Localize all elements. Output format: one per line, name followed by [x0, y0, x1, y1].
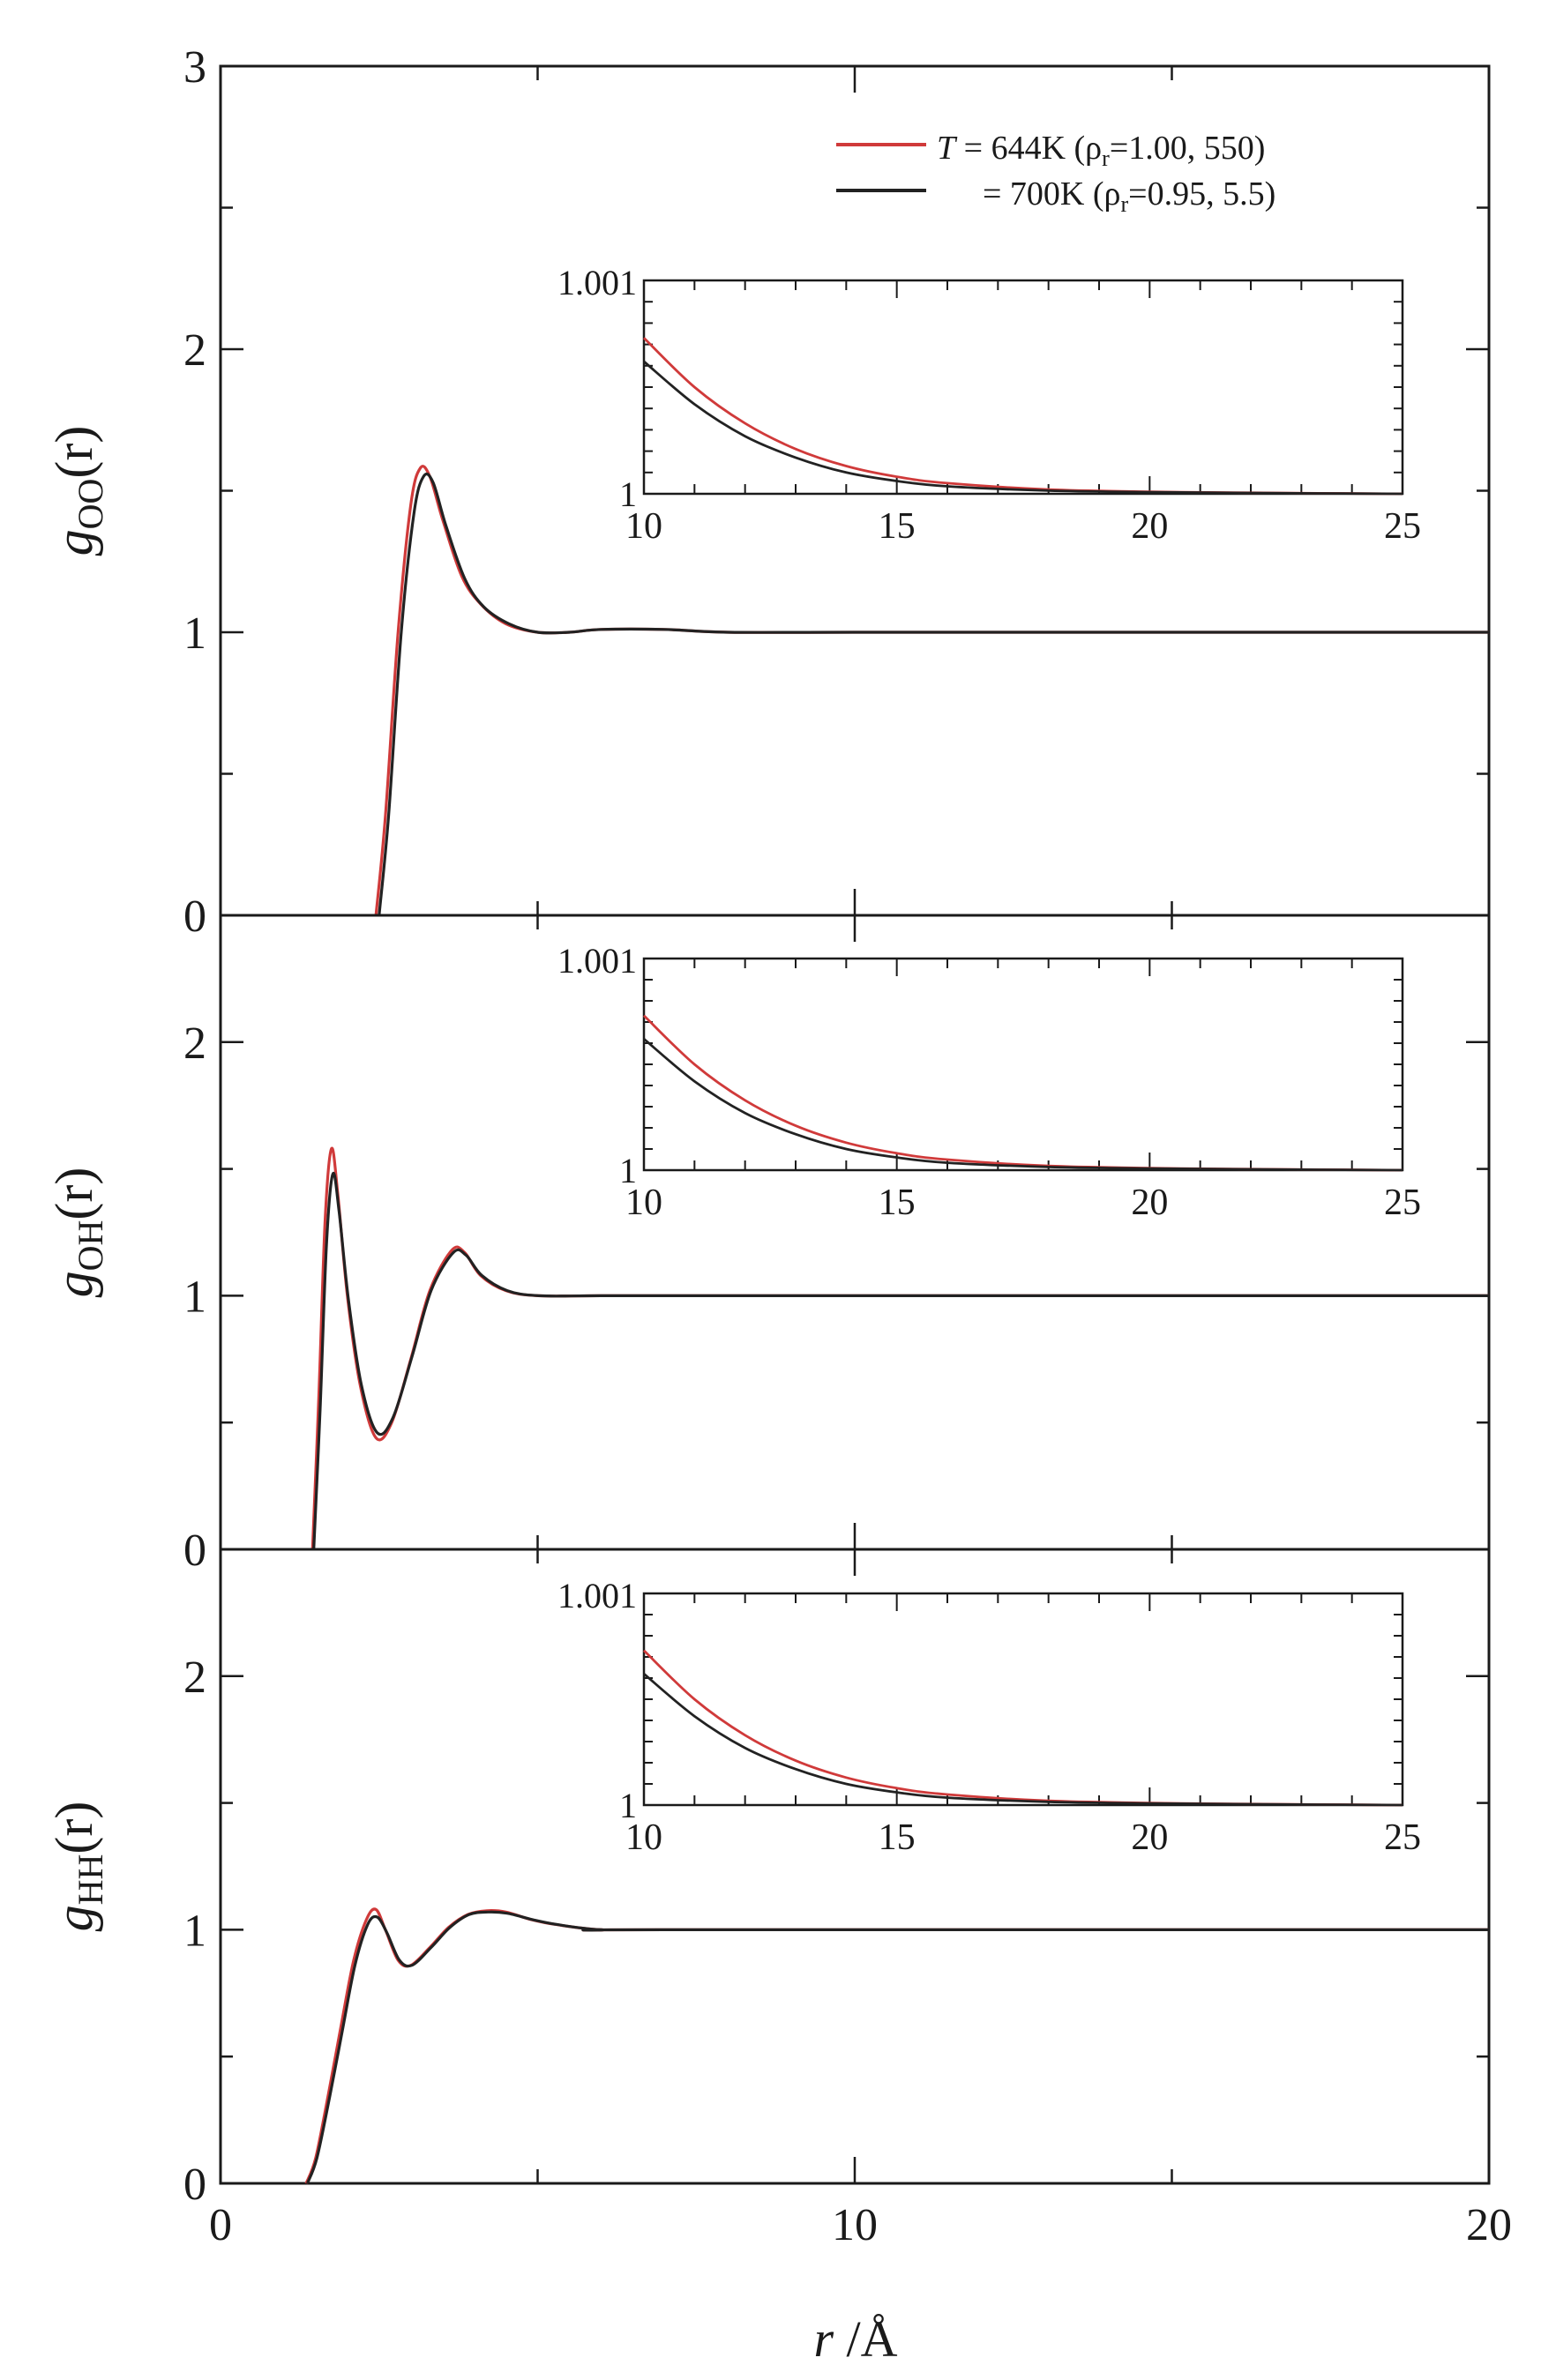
- inset-x-tick-label: 15: [879, 1817, 916, 1858]
- inset-x-tick-label: 25: [1384, 1817, 1421, 1858]
- inset-x-tick-label: 15: [879, 506, 916, 547]
- inset-y-tick-label: 1.001: [557, 941, 637, 981]
- panel-ghh: 0 1 2 gHH(r) 10 15 20 25 1 1.001: [45, 1548, 1491, 2210]
- x-tick-label: 20: [1466, 2200, 1512, 2250]
- series-line-goo-700k: [378, 472, 1489, 916]
- y-tick-label: 0: [183, 892, 206, 942]
- x-axis-label: r /Å: [813, 2310, 897, 2368]
- series-line-goh-700k: [312, 1171, 1489, 1550]
- inset-x-tick-label: 10: [625, 1183, 662, 1223]
- inset-series-line-700k: [643, 1673, 1403, 1807]
- legend-label-700k: = 700K (ρr=0.95, 5.5): [983, 175, 1275, 217]
- x-tick-label: 0: [209, 2200, 232, 2250]
- y-axis-label-goo: gOO(r): [45, 426, 110, 556]
- inset-y-tick-label: 1.001: [557, 263, 637, 302]
- inset-goh: 10 15 20 25 1 1.001: [557, 941, 1421, 1223]
- inset-x-tick-label: 25: [1384, 1183, 1421, 1223]
- y-tick-label: 2: [183, 325, 206, 376]
- y-tick-label: 0: [183, 2160, 206, 2210]
- inset-frame: [642, 1592, 1404, 1807]
- inset-x-tick-label: 10: [625, 1817, 662, 1858]
- inset-x-tick-label: 20: [1131, 1817, 1168, 1858]
- series-line-ghh-700k: [306, 1910, 1489, 2184]
- inset-goo: 10 15 20 25 1 1.001: [557, 263, 1421, 547]
- inset-y-tick-label: 1: [619, 1786, 637, 1825]
- inset-series-line-700k: [643, 360, 1403, 496]
- inset-x-tick-label: 20: [1131, 1183, 1168, 1223]
- inset-y-tick-label: 1: [619, 1151, 637, 1190]
- y-tick-label: 2: [183, 1018, 206, 1069]
- inset-y-tick-label: 1: [619, 474, 637, 514]
- inset-x-tick-label: 15: [879, 1183, 916, 1223]
- y-tick-label: 1: [183, 608, 206, 659]
- legend: T = 644K (ρr=1.00, 550) = 700K (ρr=0.95,…: [836, 130, 1275, 217]
- y-tick-label: 1: [183, 1906, 206, 1956]
- y-tick-label: 2: [183, 1653, 206, 1703]
- y-tick-label: 1: [183, 1272, 206, 1322]
- inset-x-tick-label: 20: [1131, 506, 1168, 547]
- series-line-goo-644k: [374, 465, 1489, 916]
- inset-frame: [642, 957, 1404, 1172]
- y-tick-label: 3: [183, 42, 206, 93]
- series-line-ghh-644k: [304, 1907, 1489, 2184]
- y-axis-label-ghh: gHH(r): [45, 1802, 110, 1932]
- inset-series-line-700k: [643, 1038, 1403, 1172]
- inset-x-tick-label: 25: [1384, 506, 1421, 547]
- x-tick-label: 10: [832, 2200, 878, 2250]
- panel-goh: 0 1 2 gOH(r) 10 15 20 25 1 1.001: [45, 914, 1491, 1576]
- inset-y-tick-label: 1.001: [557, 1576, 637, 1615]
- inset-ghh: 10 15 20 25 1 1.001: [557, 1576, 1421, 1858]
- legend-label-644k: T = 644K (ρr=1.00, 550): [937, 130, 1265, 171]
- inset-x-tick-label: 10: [625, 506, 662, 547]
- inset-frame: [642, 279, 1404, 496]
- y-axis-label-goh: gOH(r): [45, 1168, 110, 1298]
- panel-goo: 0 1 2 3 gOO(r) 10 15 20 25 1 1.001: [45, 42, 1491, 942]
- y-tick-label: 0: [183, 1526, 206, 1576]
